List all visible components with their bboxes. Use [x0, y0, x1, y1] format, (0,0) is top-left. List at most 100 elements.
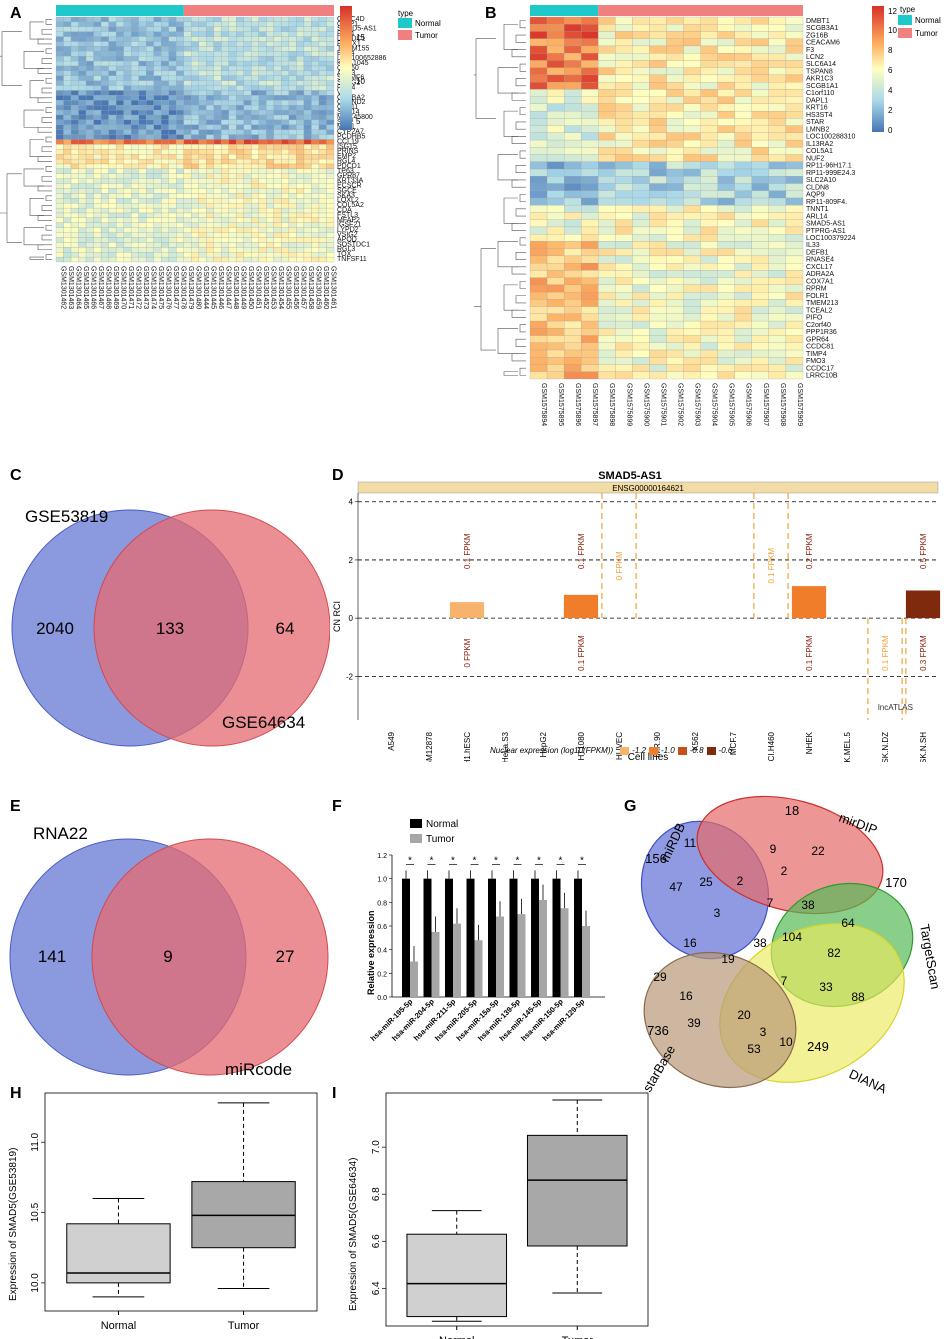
- heatmap-cell: [131, 95, 139, 101]
- heatmap-cell: [146, 129, 154, 135]
- heatmap-cell: [318, 26, 327, 32]
- heatmap-cell: [273, 16, 282, 23]
- heatmap-cell: [296, 75, 305, 81]
- heatmap-cell: [546, 270, 565, 278]
- heatmap-cell: [131, 178, 139, 184]
- heatmap-cell: [288, 193, 297, 199]
- heatmap-cell: [288, 41, 297, 47]
- chart-h-frame: [44, 1092, 318, 1312]
- xtick-label: Tumor: [562, 1335, 594, 1339]
- heatmap-cell: [273, 21, 282, 27]
- heatmap-cell: [198, 100, 207, 106]
- fpkm-label: 0.1 FPKM: [805, 635, 814, 671]
- heatmap-cell: [546, 284, 565, 293]
- dendrogram-branch: [511, 179, 526, 188]
- heatmap-cell: [288, 232, 297, 238]
- heatmap-cell: [206, 139, 214, 145]
- heatmap-cell: [751, 96, 769, 105]
- heatmap-cell: [191, 56, 199, 62]
- venn-c-right-only: 64: [276, 619, 295, 638]
- heatmap-cell: [176, 36, 184, 42]
- sample-label: GSM1301467: [97, 266, 104, 309]
- sample-label: GSM1301479: [187, 266, 194, 309]
- heatmap-cell: [100, 65, 109, 72]
- heatmap-cell: [529, 197, 548, 206]
- heatmap-cell: [78, 144, 87, 150]
- heatmap-cell: [288, 85, 297, 91]
- xtick-label: SK.N.DZ: [881, 732, 890, 762]
- heatmap-cell: [55, 139, 64, 145]
- heatmap-cell: [93, 154, 102, 160]
- panel-label-b: B: [485, 5, 497, 22]
- bar-tumor: [431, 931, 440, 997]
- heatmap-cell: [100, 75, 109, 81]
- heatmap-cell: [649, 110, 667, 119]
- heatmap-cell: [100, 252, 109, 258]
- heatmap-cell: [78, 168, 87, 174]
- heatmap-cell: [273, 256, 282, 263]
- heatmap-cell: [243, 134, 252, 140]
- heatmap-cell: [615, 154, 633, 162]
- heatmap-cell: [153, 26, 162, 32]
- heatmap-cell: [649, 45, 667, 54]
- heatmap-cell: [146, 75, 154, 81]
- heatmap-cell: [649, 328, 667, 336]
- heatmap-cell: [191, 237, 199, 243]
- heatmap-cell: [326, 212, 335, 219]
- heatmap-cell: [176, 252, 184, 258]
- heatmap-cell: [717, 226, 735, 235]
- heatmap-cell: [266, 149, 275, 155]
- heatmap-cell: [221, 178, 229, 184]
- heatmap-cell: [70, 217, 79, 223]
- heatmap-cell: [632, 212, 650, 220]
- heatmap-cell: [146, 80, 154, 86]
- heatmap-cell: [296, 144, 305, 150]
- heatmap-cell: [273, 105, 282, 111]
- heatmap-cell: [303, 85, 312, 91]
- heatmap-cell: [751, 241, 769, 249]
- dendrogram-branch: [29, 139, 44, 157]
- heatmap-cell: [303, 75, 312, 81]
- heatmap-cell: [598, 291, 616, 300]
- heatmap-cell: [168, 124, 177, 130]
- heatmap-cell: [700, 118, 718, 126]
- heatmap-cell: [138, 212, 147, 219]
- heatmap-cell: [649, 342, 667, 351]
- heatmap-cell: [258, 212, 267, 219]
- heatmap-cell: [251, 41, 259, 47]
- heatmap-cell: [288, 149, 297, 155]
- heatmap-cell: [63, 65, 72, 72]
- heatmap-cell: [228, 65, 237, 72]
- heatmap-cell: [281, 178, 290, 184]
- heatmap-cell: [666, 16, 684, 25]
- heatmap-cell: [243, 212, 252, 219]
- heatmap-cell: [176, 207, 184, 214]
- heatmap-cell: [206, 212, 214, 219]
- gene-label: CDA: [337, 207, 352, 214]
- heatmap-cell: [251, 227, 259, 233]
- heatmap-cell: [683, 357, 701, 365]
- heatmap-cell: [236, 65, 244, 72]
- heatmap-cell: [581, 16, 599, 25]
- gene-label: STAR: [806, 119, 824, 126]
- chart-d-bars: [449, 493, 941, 720]
- heatmap-cell: [115, 85, 124, 91]
- gene-label: LOXL2: [337, 197, 359, 204]
- heatmap-cell: [734, 205, 752, 213]
- heatmap-cell: [296, 139, 305, 145]
- heatmap-cell: [131, 75, 139, 81]
- heatmap-cell: [153, 163, 162, 170]
- heatmap-cell: [146, 36, 154, 42]
- heatmap-cell: [649, 161, 667, 170]
- heatmap-cell: [191, 21, 199, 27]
- heatmap-cell: [303, 237, 312, 243]
- heatmap-cell: [176, 193, 184, 199]
- heatmap-cell: [108, 36, 117, 42]
- heatmap-cell: [168, 31, 177, 37]
- heatmap-cell: [55, 163, 64, 170]
- sample-label: GSM1301474: [149, 266, 156, 309]
- heatmap-cell: [108, 154, 117, 160]
- heatmap-cell: [734, 89, 752, 97]
- heatmap-cell: [751, 53, 769, 61]
- heatmap-cell: [288, 247, 297, 253]
